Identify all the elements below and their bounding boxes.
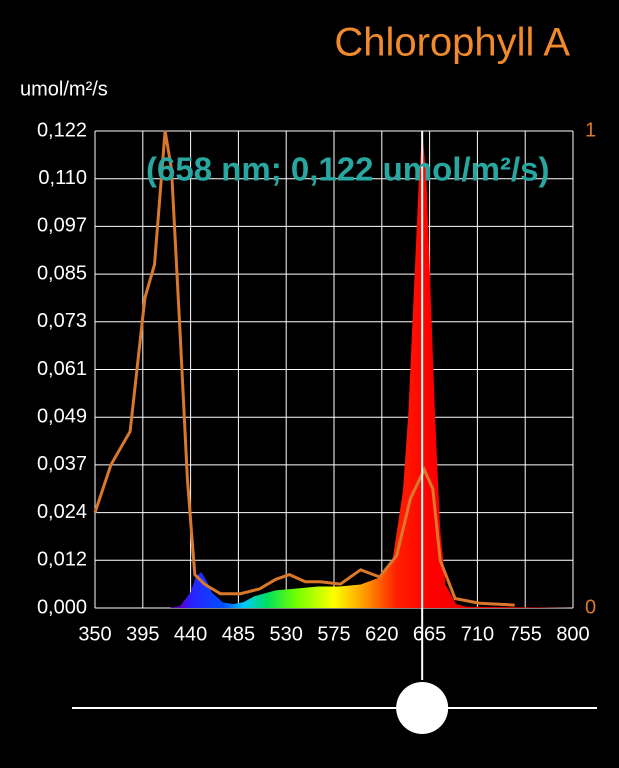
y-tick-label: 0,012 bbox=[37, 549, 87, 571]
y-tick-label: 0,110 bbox=[38, 167, 87, 189]
chart-title: Chlorophyll A bbox=[334, 21, 570, 65]
x-tick-label: 710 bbox=[461, 623, 494, 645]
x-tick-label: 440 bbox=[174, 623, 207, 645]
y-tick-label: 0,037 bbox=[37, 453, 87, 475]
y-tick-label: 0,049 bbox=[37, 405, 87, 427]
absorption-line bbox=[93, 130, 515, 607]
slider-knob[interactable] bbox=[396, 682, 449, 734]
x-tick-label: 620 bbox=[365, 623, 398, 645]
y2-tick-label: 0 bbox=[585, 596, 596, 618]
x-tick-label: 530 bbox=[270, 623, 303, 645]
y-tick-label: 0,122 bbox=[37, 119, 87, 141]
y-tick-label: 0,097 bbox=[37, 215, 87, 237]
y-tick-label: 0,073 bbox=[37, 310, 87, 332]
y2-tick-label: 1 bbox=[585, 119, 596, 141]
y-axis-label: umol/m²/s bbox=[20, 78, 108, 100]
x-tick-label: 350 bbox=[78, 623, 111, 645]
annotation: (658 nm; 0,122 umol/m²/s) bbox=[146, 151, 549, 188]
y-tick-label: 0,000 bbox=[37, 596, 87, 618]
x-tick-label: 800 bbox=[556, 623, 589, 645]
y-tick-label: 0,061 bbox=[37, 358, 87, 380]
x-tick-label: 485 bbox=[222, 623, 255, 645]
x-tick-label: 395 bbox=[126, 623, 159, 645]
x-tick-label: 755 bbox=[509, 623, 542, 645]
x-tick-label: 665 bbox=[413, 623, 446, 645]
y-tick-label: 0,085 bbox=[37, 262, 87, 284]
y-tick-label: 0,024 bbox=[37, 501, 87, 523]
plot-area bbox=[93, 130, 574, 609]
x-tick-label: 575 bbox=[317, 623, 350, 645]
